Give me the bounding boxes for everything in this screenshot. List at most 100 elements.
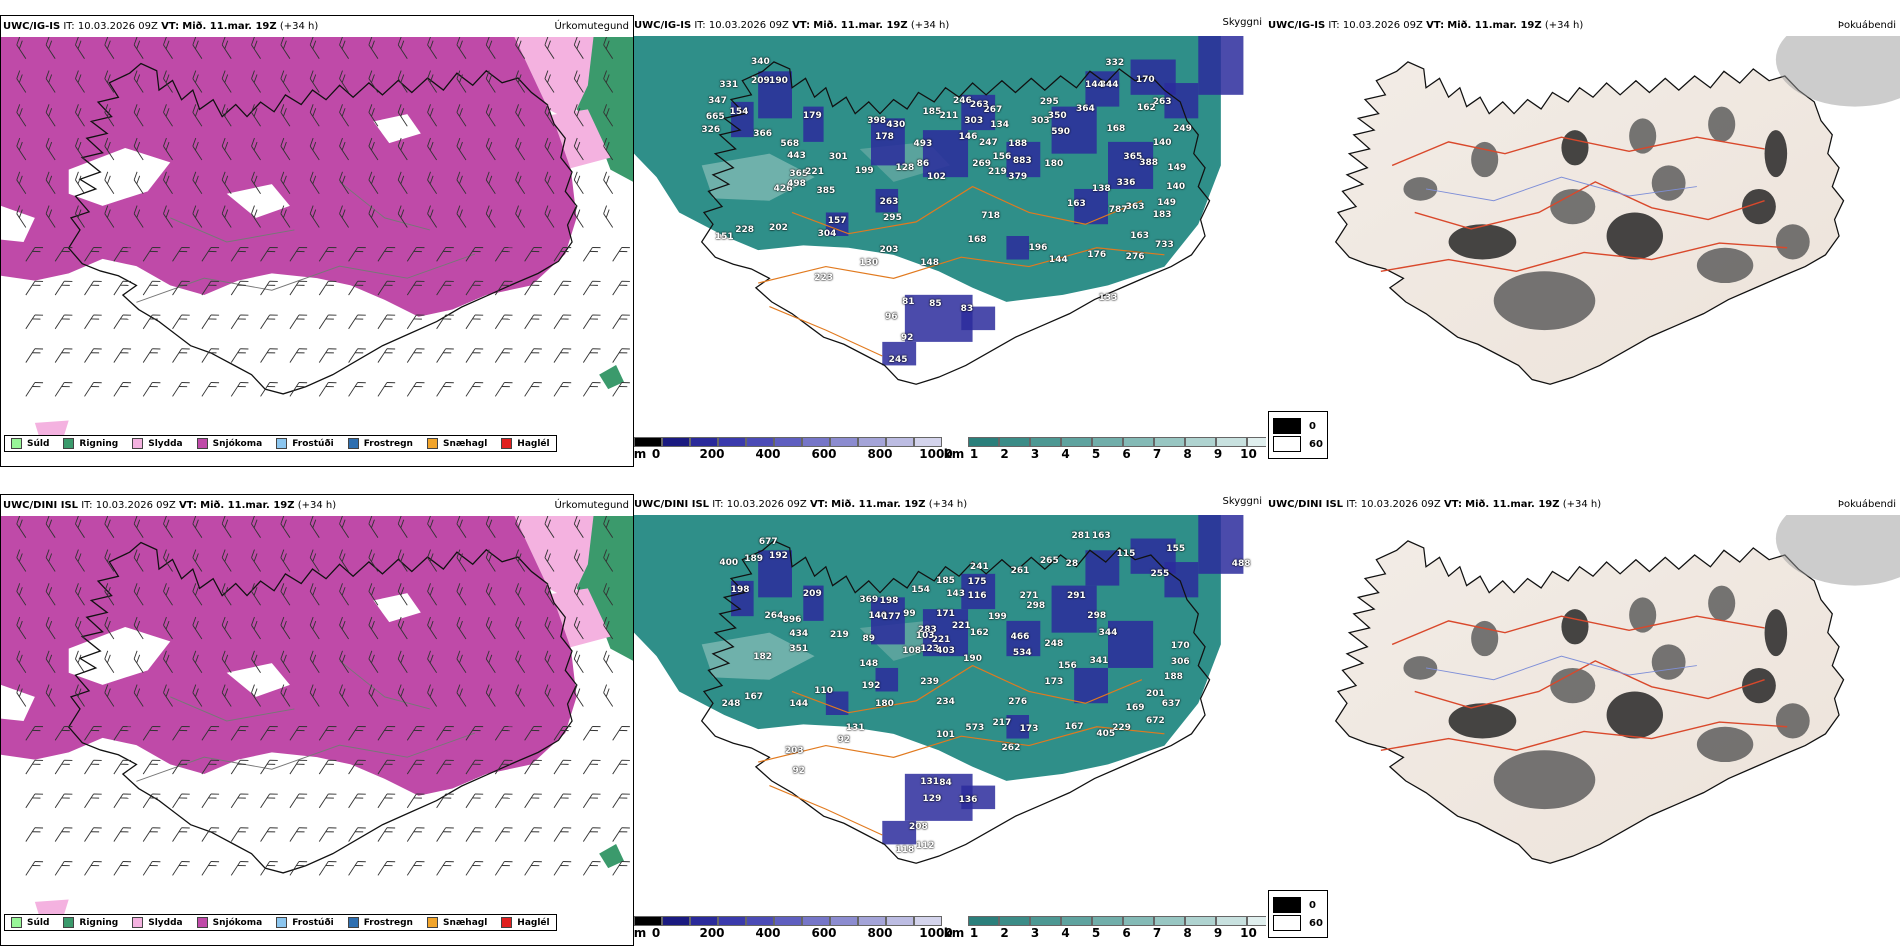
legend-swatch [501,438,513,449]
ceiling-value-label: 162 [969,627,989,638]
ceiling-value-label: 498 [787,179,806,190]
ceiling-value-label: 92 [837,734,851,745]
precip-legend-item: Rigning [63,438,118,449]
panel-title: Þokuábendi [1837,20,1896,31]
ceiling-value-label: 336 [1116,178,1136,189]
visibility-map[interactable]: 677 400 189 192 198 209 264 896 434 351 182 167 248 1… [634,515,1266,915]
panel-header: UWC/IG-IS IT: 10.03.2026 09Z VT: Mið. 11… [1268,20,1583,31]
ceiling-value-label: 201 [1145,688,1165,699]
ceiling-value-label: 400 [719,558,739,569]
legend-label: Frostúði [292,438,334,449]
ceiling-value-label: 154 [911,585,931,596]
ceiling-value-label: 209 [750,75,770,86]
altitude-tick: 800 [867,926,893,940]
altitude-color-step [634,916,662,926]
legend-label: Súld [27,917,50,928]
ceiling-value-label: 146 [958,132,978,143]
ceiling-value-label: 281 [1071,531,1091,542]
fog-map[interactable] [1268,36,1900,436]
ceiling-value-label: 241 [969,561,989,572]
altitude-unit: m [634,447,647,461]
ceiling-value-label: 344 [1098,627,1118,638]
altitude-color-step [886,437,914,447]
ceiling-value-label: 248 [721,699,741,710]
visibility-tick: 7 [1152,926,1162,940]
fog-legend: 0 60 [1268,411,1328,459]
ceiling-value-label: 203 [784,746,804,757]
legend-swatch [426,438,438,449]
vt-label: VT: [809,499,828,510]
ceiling-value-label: 92 [792,766,806,777]
ceiling-value-label: 301 [828,152,848,163]
ceiling-value-label: 385 [816,186,836,197]
ceiling-value-label: 365 [789,168,809,179]
legend-swatch [63,917,75,928]
visibility-map[interactable]: 340 209 190 331 347 665 154 326 366 179 568 443 365 2… [634,36,1266,436]
it-value: 10.03.2026 09Z [77,21,158,32]
legend-swatch [11,917,22,928]
ceiling-value-label: 568 [780,139,800,150]
precip-map[interactable] [1,516,633,926]
fog-swatch-dark [1273,897,1301,913]
visibility-color-step [999,437,1030,447]
altitude-color-step [662,916,690,926]
legend-label: Snjókoma [212,917,263,928]
visibility-color-step [1185,916,1216,926]
ceiling-value-label: 131 [920,777,940,788]
legend-swatch [426,917,438,928]
it-value: 10.03.2026 09Z [95,500,176,511]
precip-map[interactable] [1,37,633,447]
ceiling-value-label: 269 [972,159,991,170]
visibility-color-step [1092,916,1123,926]
visibility-color-step [1030,437,1061,447]
altitude-tick: 400 [755,447,781,461]
ceiling-value-label: 144 [1048,254,1068,265]
precip-legend-item: Snæhagl [426,438,487,449]
ceiling-value-label: 131 [845,722,865,733]
altitude-color-step [802,437,830,447]
altitude-color-step [690,916,718,926]
it-value: 10.03.2026 09Z [726,499,807,510]
ceiling-value-label: 115 [1116,548,1136,559]
altitude-color-step [746,437,774,447]
legend-swatch [501,917,513,928]
ceiling-value-label: 163 [1130,231,1149,241]
altitude-tick: 600 [811,926,837,940]
ceiling-value-label: 234 [936,697,955,708]
visibility-color-step [1216,916,1247,926]
visibility-color-step [1154,916,1185,926]
ceiling-value-label: 170 [1170,640,1190,651]
ceiling-value-label: 196 [1028,242,1048,253]
fog-legend-label: 0 [1309,899,1316,911]
fog-panel-row1: UWC/DINI ISL IT: 10.03.2026 09Z VT: Mið.… [1268,494,1900,944]
legend-label: Frostregn [363,438,413,449]
ceiling-value-label: 140 [1152,138,1172,149]
ceiling-value-label: 188 [1008,139,1028,150]
ceiling-value-label: 493 [913,139,933,150]
ceiling-value-label: 351 [789,644,809,655]
altitude-color-step [662,437,690,447]
ceiling-value-label: 110 [814,686,833,697]
precip-legend-item: Frostúði [276,438,334,449]
visibility-tick: 8 [1183,926,1192,940]
ceiling-value-label: 96 [885,312,898,323]
vt-label: VT: [1426,20,1445,31]
fog-map[interactable] [1268,515,1900,915]
ceiling-value-label: 434 [789,628,809,639]
precip-legend-item: Snæhagl [426,917,487,928]
ceiling-value-label: 168 [967,234,987,245]
ceiling-value-label: 341 [1089,655,1109,666]
ceiling-value-label: 488 [1231,559,1251,570]
visibility-colorbar: km 1 2 3 4 5 6 7 8 9 10 [944,437,1266,461]
altitude-tick: 1000 [919,447,953,461]
ceiling-value-label: 298 [1087,611,1107,622]
legend-swatch [276,438,288,449]
ceiling-value-label: 637 [1161,699,1181,710]
visibility-color-step [968,437,999,447]
lead-time: (+34 h) [297,500,337,511]
ceiling-value-label: 590 [1051,127,1070,138]
it-label: IT: [1346,499,1358,510]
ceiling-value-label: 303 [964,115,984,126]
ceiling-value-label: 188 [1164,672,1183,683]
visibility-tick: 7 [1152,447,1162,461]
